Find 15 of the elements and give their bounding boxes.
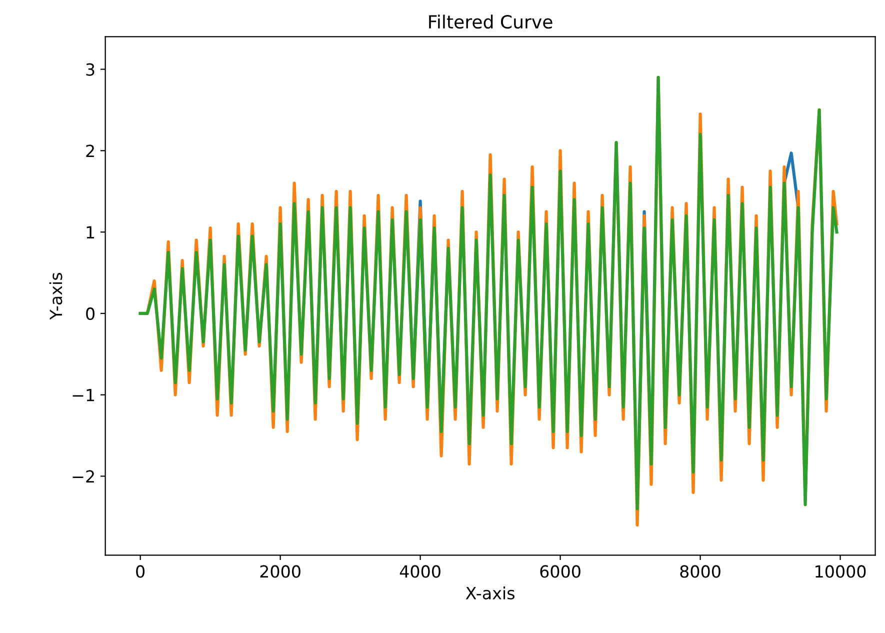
y-tick-label: 1 [86, 226, 94, 238]
x-tick-label: 8000 [680, 565, 720, 578]
x-tick-label: 4000 [400, 565, 440, 578]
y-tick-label: −1 [72, 388, 94, 402]
y-tick-label: 0 [86, 307, 94, 320]
x-tick-label: 6000 [540, 565, 580, 578]
x-axis-title: X-axis [466, 586, 514, 600]
y-axis-title: Y-axis [49, 272, 62, 320]
x-tick-label: 10000 [816, 565, 866, 578]
y-tick-label: 3 [86, 63, 94, 76]
chart-title: Filtered Curve [429, 14, 552, 29]
x-tick-label: 2000 [260, 565, 300, 578]
y-tick-label: −2 [72, 470, 94, 483]
y-tick-label: 2 [86, 144, 94, 157]
x-tick-label: 0 [136, 565, 145, 578]
